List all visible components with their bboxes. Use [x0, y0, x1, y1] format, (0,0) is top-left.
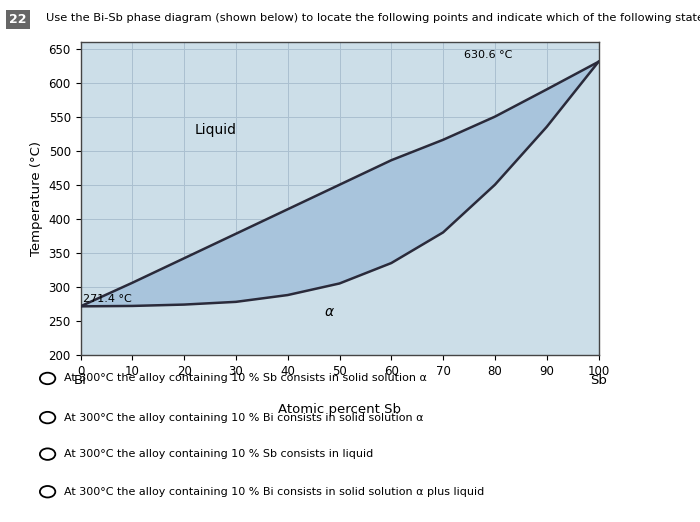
- Text: Use the Bi-Sb phase diagram (shown below) to locate the following points and ind: Use the Bi-Sb phase diagram (shown below…: [46, 13, 700, 23]
- Text: 22: 22: [9, 13, 27, 26]
- Text: Bi: Bi: [74, 374, 87, 387]
- X-axis label: Atomic percent Sb: Atomic percent Sb: [278, 402, 401, 416]
- Y-axis label: Temperature (°C): Temperature (°C): [30, 141, 43, 256]
- Text: 630.6 °C: 630.6 °C: [464, 50, 512, 60]
- Text: Liquid: Liquid: [195, 123, 237, 137]
- Text: Sb: Sb: [590, 374, 607, 387]
- Text: At 300°C the alloy containing 10 % Bi consists in solid solution α: At 300°C the alloy containing 10 % Bi co…: [64, 412, 424, 423]
- Text: 271.4 °C: 271.4 °C: [83, 293, 132, 304]
- Text: α: α: [325, 305, 334, 319]
- Text: At 300°C the alloy containing 10 % Bi consists in solid solution α plus liquid: At 300°C the alloy containing 10 % Bi co…: [64, 487, 484, 497]
- Text: At 300°C the alloy containing 10 % Sb consists in solid solution α: At 300°C the alloy containing 10 % Sb co…: [64, 373, 426, 384]
- Text: At 300°C the alloy containing 10 % Sb consists in liquid: At 300°C the alloy containing 10 % Sb co…: [64, 449, 373, 459]
